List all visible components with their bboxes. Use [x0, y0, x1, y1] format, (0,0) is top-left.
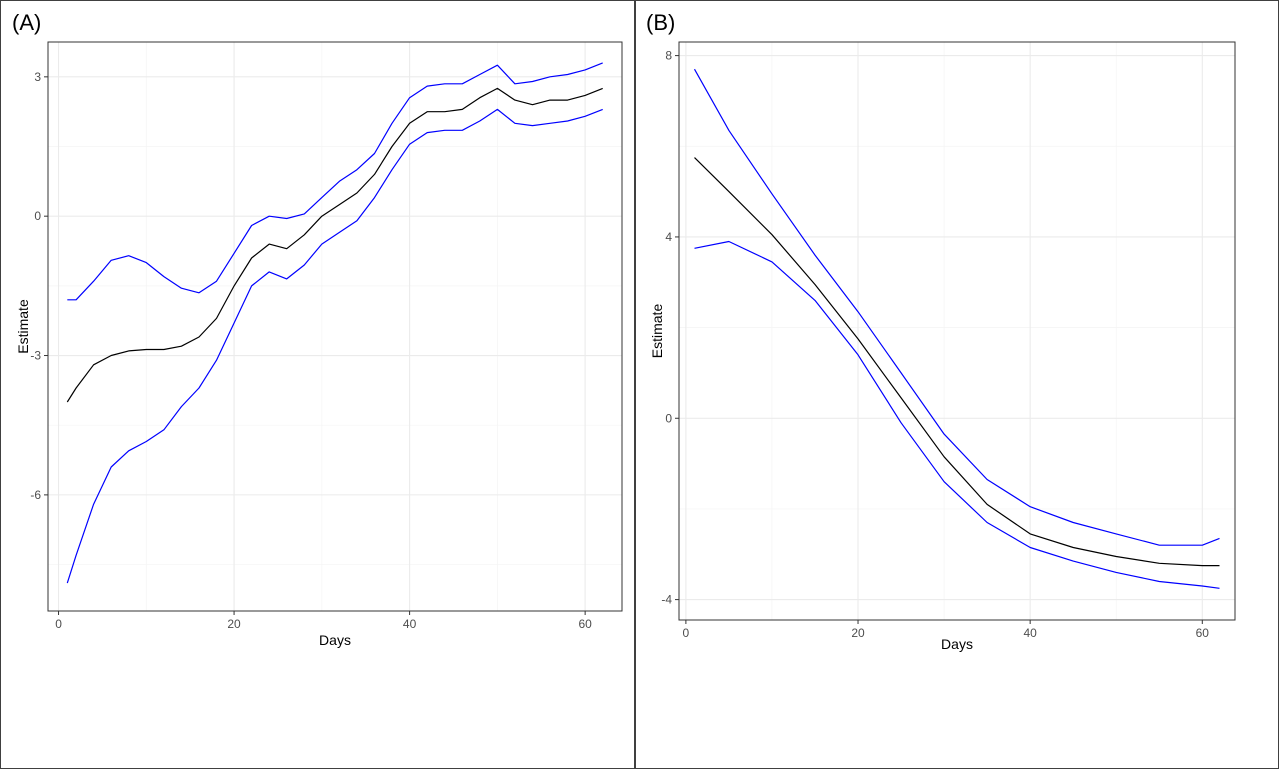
panel-a-y-tick-label: 0: [34, 209, 41, 223]
panel-b-x-tick-label: 40: [1023, 626, 1037, 640]
panel-a-y-tick-label: -3: [30, 349, 41, 363]
panel-b-y-tick-label: 8: [665, 49, 672, 63]
panel-a-x-tick-label: 60: [578, 617, 592, 631]
panel-b-x-tick-label: 60: [1196, 626, 1210, 640]
panel-b-x-tick-label: 0: [683, 626, 690, 640]
panel-a-plot-border: [47, 41, 623, 612]
panel-b-frame: [634, 0, 1279, 769]
panel-b-estimate-line: [694, 157, 1220, 567]
panel-b-y-tick-label: -4: [661, 593, 672, 607]
panel-b-x-axis-title: Days: [941, 636, 973, 652]
panel-a-lower-bound-line: [66, 108, 603, 584]
panel-b-plot-border: [678, 41, 1236, 621]
panel-b-y-axis-title: Estimate: [649, 304, 665, 359]
panel-a-x-tick-label: 20: [227, 617, 241, 631]
panel-a-y-axis-title: Estimate: [15, 299, 31, 354]
panel-a-x-tick-label: 0: [55, 617, 62, 631]
panel-a-y-tick-label: 3: [34, 70, 41, 84]
panel-a-x-tick-label: 40: [403, 617, 417, 631]
panel-a-upper-bound-line: [67, 62, 603, 301]
panel-a-frame: [0, 0, 636, 769]
panel-b-x-tick-label: 20: [851, 626, 865, 640]
panel-a-x-axis-title: Days: [319, 632, 351, 648]
panel-b-label: (B): [646, 10, 675, 35]
panel-b-lower-bound-line: [694, 240, 1220, 589]
panel-b-y-tick-label: 4: [665, 230, 672, 244]
panel-a-estimate-line: [66, 87, 603, 403]
panel-a-y-tick-label: -6: [30, 488, 41, 502]
panel-b-upper-bound-line: [693, 68, 1220, 546]
panel-a-label: (A): [12, 10, 41, 35]
panel-b-y-tick-label: 0: [665, 411, 672, 425]
